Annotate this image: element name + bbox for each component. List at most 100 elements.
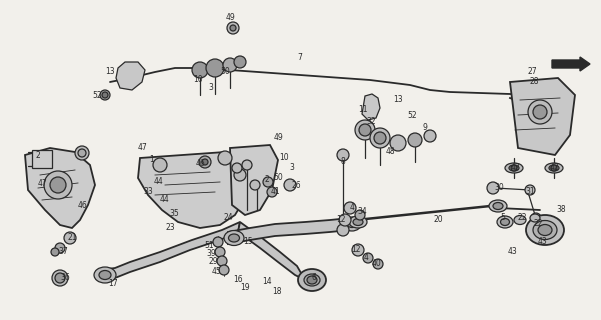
- Polygon shape: [238, 222, 305, 280]
- Ellipse shape: [538, 225, 552, 236]
- Ellipse shape: [533, 220, 557, 239]
- Circle shape: [218, 151, 232, 165]
- Text: 41: 41: [270, 188, 280, 196]
- Circle shape: [51, 248, 59, 256]
- Polygon shape: [230, 145, 278, 215]
- Text: 47: 47: [38, 179, 48, 188]
- Text: 10: 10: [193, 76, 203, 84]
- Text: 6: 6: [311, 274, 317, 283]
- Text: 28: 28: [529, 77, 538, 86]
- Ellipse shape: [509, 165, 519, 171]
- Circle shape: [206, 59, 224, 77]
- Text: 3: 3: [209, 84, 213, 92]
- Ellipse shape: [307, 276, 317, 284]
- Text: 13: 13: [393, 95, 403, 105]
- Polygon shape: [510, 78, 575, 155]
- Circle shape: [531, 213, 541, 223]
- Circle shape: [374, 132, 386, 144]
- Circle shape: [250, 180, 260, 190]
- Text: 18: 18: [272, 286, 282, 295]
- Circle shape: [219, 265, 229, 275]
- Text: 47: 47: [138, 143, 148, 153]
- Text: 11: 11: [358, 106, 368, 115]
- Text: 38: 38: [556, 205, 566, 214]
- Circle shape: [78, 149, 86, 157]
- Text: 19: 19: [240, 284, 250, 292]
- Text: 50: 50: [273, 173, 283, 182]
- Circle shape: [337, 149, 349, 161]
- Circle shape: [424, 130, 436, 142]
- Ellipse shape: [347, 220, 357, 228]
- Text: 5: 5: [501, 213, 505, 222]
- FancyArrow shape: [552, 57, 590, 71]
- Ellipse shape: [298, 269, 326, 291]
- Circle shape: [55, 243, 65, 253]
- Text: 17: 17: [108, 279, 118, 289]
- Text: 45: 45: [211, 268, 221, 276]
- Text: 37: 37: [58, 247, 68, 257]
- Circle shape: [213, 237, 223, 247]
- Text: 20: 20: [433, 215, 443, 225]
- Circle shape: [511, 165, 517, 171]
- Ellipse shape: [94, 267, 116, 283]
- Ellipse shape: [228, 234, 240, 242]
- Text: 26: 26: [291, 180, 301, 189]
- Circle shape: [153, 158, 167, 172]
- Text: 46: 46: [77, 201, 87, 210]
- Text: 43: 43: [538, 237, 548, 246]
- Text: 32: 32: [366, 117, 376, 126]
- Text: 51: 51: [204, 241, 214, 250]
- Text: 22: 22: [533, 220, 543, 228]
- Text: 15: 15: [243, 237, 253, 246]
- Ellipse shape: [530, 214, 540, 222]
- Text: 4: 4: [364, 253, 368, 262]
- Circle shape: [370, 128, 390, 148]
- Text: 35: 35: [169, 210, 179, 219]
- Text: 3: 3: [290, 164, 294, 172]
- Text: 22: 22: [517, 213, 526, 222]
- Polygon shape: [25, 148, 95, 228]
- Circle shape: [408, 133, 422, 147]
- Circle shape: [363, 253, 373, 263]
- Text: 13: 13: [105, 68, 115, 76]
- Circle shape: [525, 185, 535, 195]
- Circle shape: [284, 179, 296, 191]
- Text: 27: 27: [527, 68, 537, 76]
- Circle shape: [230, 25, 236, 31]
- Circle shape: [533, 105, 547, 119]
- Circle shape: [352, 244, 364, 256]
- Circle shape: [528, 100, 552, 124]
- Ellipse shape: [514, 215, 526, 225]
- Circle shape: [192, 62, 208, 78]
- Ellipse shape: [343, 217, 361, 231]
- Circle shape: [344, 202, 356, 214]
- Text: 31: 31: [525, 188, 535, 196]
- Text: 52: 52: [92, 91, 102, 100]
- Circle shape: [373, 259, 383, 269]
- Text: 7: 7: [297, 53, 302, 62]
- Ellipse shape: [353, 219, 363, 226]
- Text: 42: 42: [549, 164, 559, 172]
- Text: 2: 2: [35, 150, 40, 159]
- Circle shape: [242, 160, 252, 170]
- Text: 44: 44: [160, 196, 170, 204]
- Text: 48: 48: [385, 148, 395, 156]
- Polygon shape: [228, 218, 350, 244]
- Ellipse shape: [545, 163, 563, 173]
- Text: 33: 33: [143, 188, 153, 196]
- Circle shape: [227, 22, 239, 34]
- Ellipse shape: [497, 216, 513, 228]
- Circle shape: [390, 135, 406, 151]
- Ellipse shape: [99, 270, 111, 279]
- Circle shape: [52, 270, 68, 286]
- Ellipse shape: [224, 230, 244, 245]
- Circle shape: [263, 177, 273, 187]
- Polygon shape: [32, 150, 52, 168]
- Text: 43: 43: [507, 247, 517, 257]
- Text: 29: 29: [208, 258, 218, 267]
- Text: 4: 4: [350, 204, 355, 212]
- Text: 21: 21: [67, 234, 77, 243]
- Text: 52: 52: [407, 110, 417, 119]
- Circle shape: [75, 146, 89, 160]
- Text: 49: 49: [225, 13, 235, 22]
